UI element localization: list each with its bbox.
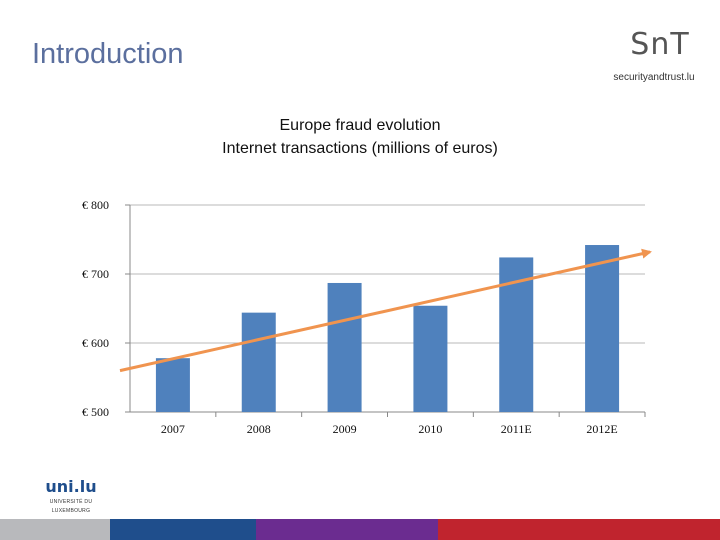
- x-tick-label: 2007: [161, 422, 185, 436]
- bar-2008: [241, 312, 276, 412]
- y-tick-label: € 500: [82, 405, 109, 419]
- footer-color-bar: [0, 519, 720, 540]
- uni-lu-logo-mark: uni.lu: [45, 477, 97, 496]
- slide-title: Introduction: [32, 38, 184, 70]
- y-tick-label: € 800: [82, 198, 109, 212]
- x-tick-label: 2012E: [586, 422, 617, 436]
- snt-logo: SnT securityandtrust.lu: [604, 28, 704, 96]
- x-tick-label: 2009: [333, 422, 357, 436]
- uni-lu-logo: uni.lu UNIVERSITÉ DU LUXEMBOURG: [40, 478, 102, 520]
- x-tick-label: 2008: [247, 422, 271, 436]
- bar-2007: [155, 358, 190, 412]
- x-tick-label: 2011E: [501, 422, 532, 436]
- y-tick-label: € 700: [82, 267, 109, 281]
- bar-2010: [413, 305, 448, 412]
- footer-segment-red: [438, 519, 720, 540]
- bar-2012E: [585, 245, 620, 412]
- snt-logo-mark: SnT: [630, 27, 690, 62]
- uni-lu-logo-text-1: UNIVERSITÉ DU: [49, 499, 93, 505]
- trend-arrow: [119, 248, 652, 373]
- footer-segment-grey: [0, 519, 110, 540]
- uni-lu-logo-text-2: LUXEMBOURG: [51, 508, 91, 514]
- snt-logo-text: securityandtrust.lu: [613, 72, 695, 83]
- footer-segment-blue: [110, 519, 256, 540]
- chart-title: Europe fraud evolution: [279, 117, 441, 134]
- chart-subtitle: Internet transactions (millions of euros…: [222, 140, 498, 157]
- footer-segment-purple: [256, 519, 438, 540]
- x-tick-label: 2010: [418, 422, 442, 436]
- bar-2009: [327, 282, 362, 412]
- chart-title-block: Europe fraud evolution Internet transact…: [0, 114, 720, 160]
- y-tick-label: € 600: [82, 336, 109, 350]
